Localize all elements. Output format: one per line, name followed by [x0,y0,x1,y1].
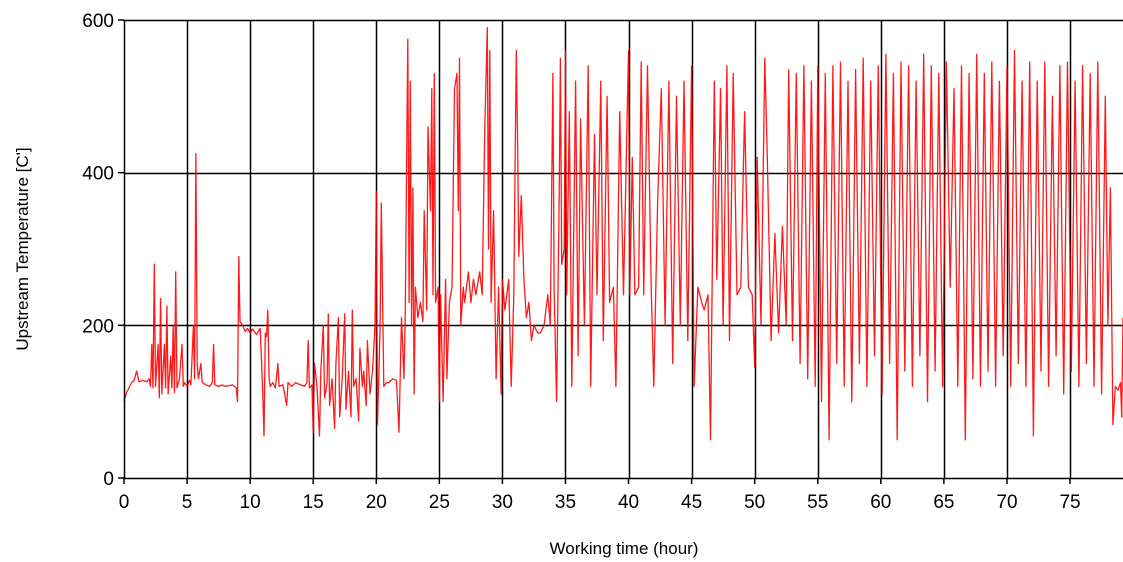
y-tick-label-400: 400 [82,164,114,185]
x-tick-label-20: 20 [366,492,387,513]
x-tick-label-65: 65 [933,492,954,513]
x-tick-label-10: 10 [240,492,261,513]
x-tick-label-50: 50 [744,492,765,513]
x-tick-label-55: 55 [807,492,828,513]
y-tick-label-0: 0 [103,469,114,490]
x-axis-title: Working time (hour) [550,539,699,558]
x-tick-label-40: 40 [618,492,639,513]
x-tick-label-15: 15 [303,492,324,513]
y-axis-title: Upstream Temperature [C'] [13,147,32,350]
x-tick-label-5: 5 [182,492,193,513]
plot-area [123,26,1123,441]
series-line-0 [123,26,1123,441]
x-tick-label-0: 0 [119,492,130,513]
x-axis-ticks: 0 5 10 15 20 25 30 35 40 45 50 55 60 65 70 75 [119,478,1081,513]
x-tick-label-75: 75 [1059,492,1080,513]
x-tick-label-70: 70 [996,492,1017,513]
y-axis-ticks: 0 200 400 600 [82,11,124,490]
grid-lines [124,19,1123,478]
y-tick-label-600: 600 [82,11,114,32]
axes [123,20,1123,480]
x-tick-label-35: 35 [555,492,576,513]
x-tick-label-25: 25 [429,492,450,513]
x-tick-label-30: 30 [492,492,513,513]
x-tick-label-60: 60 [870,492,891,513]
x-tick-label-45: 45 [681,492,702,513]
y-tick-label-200: 200 [82,316,114,337]
